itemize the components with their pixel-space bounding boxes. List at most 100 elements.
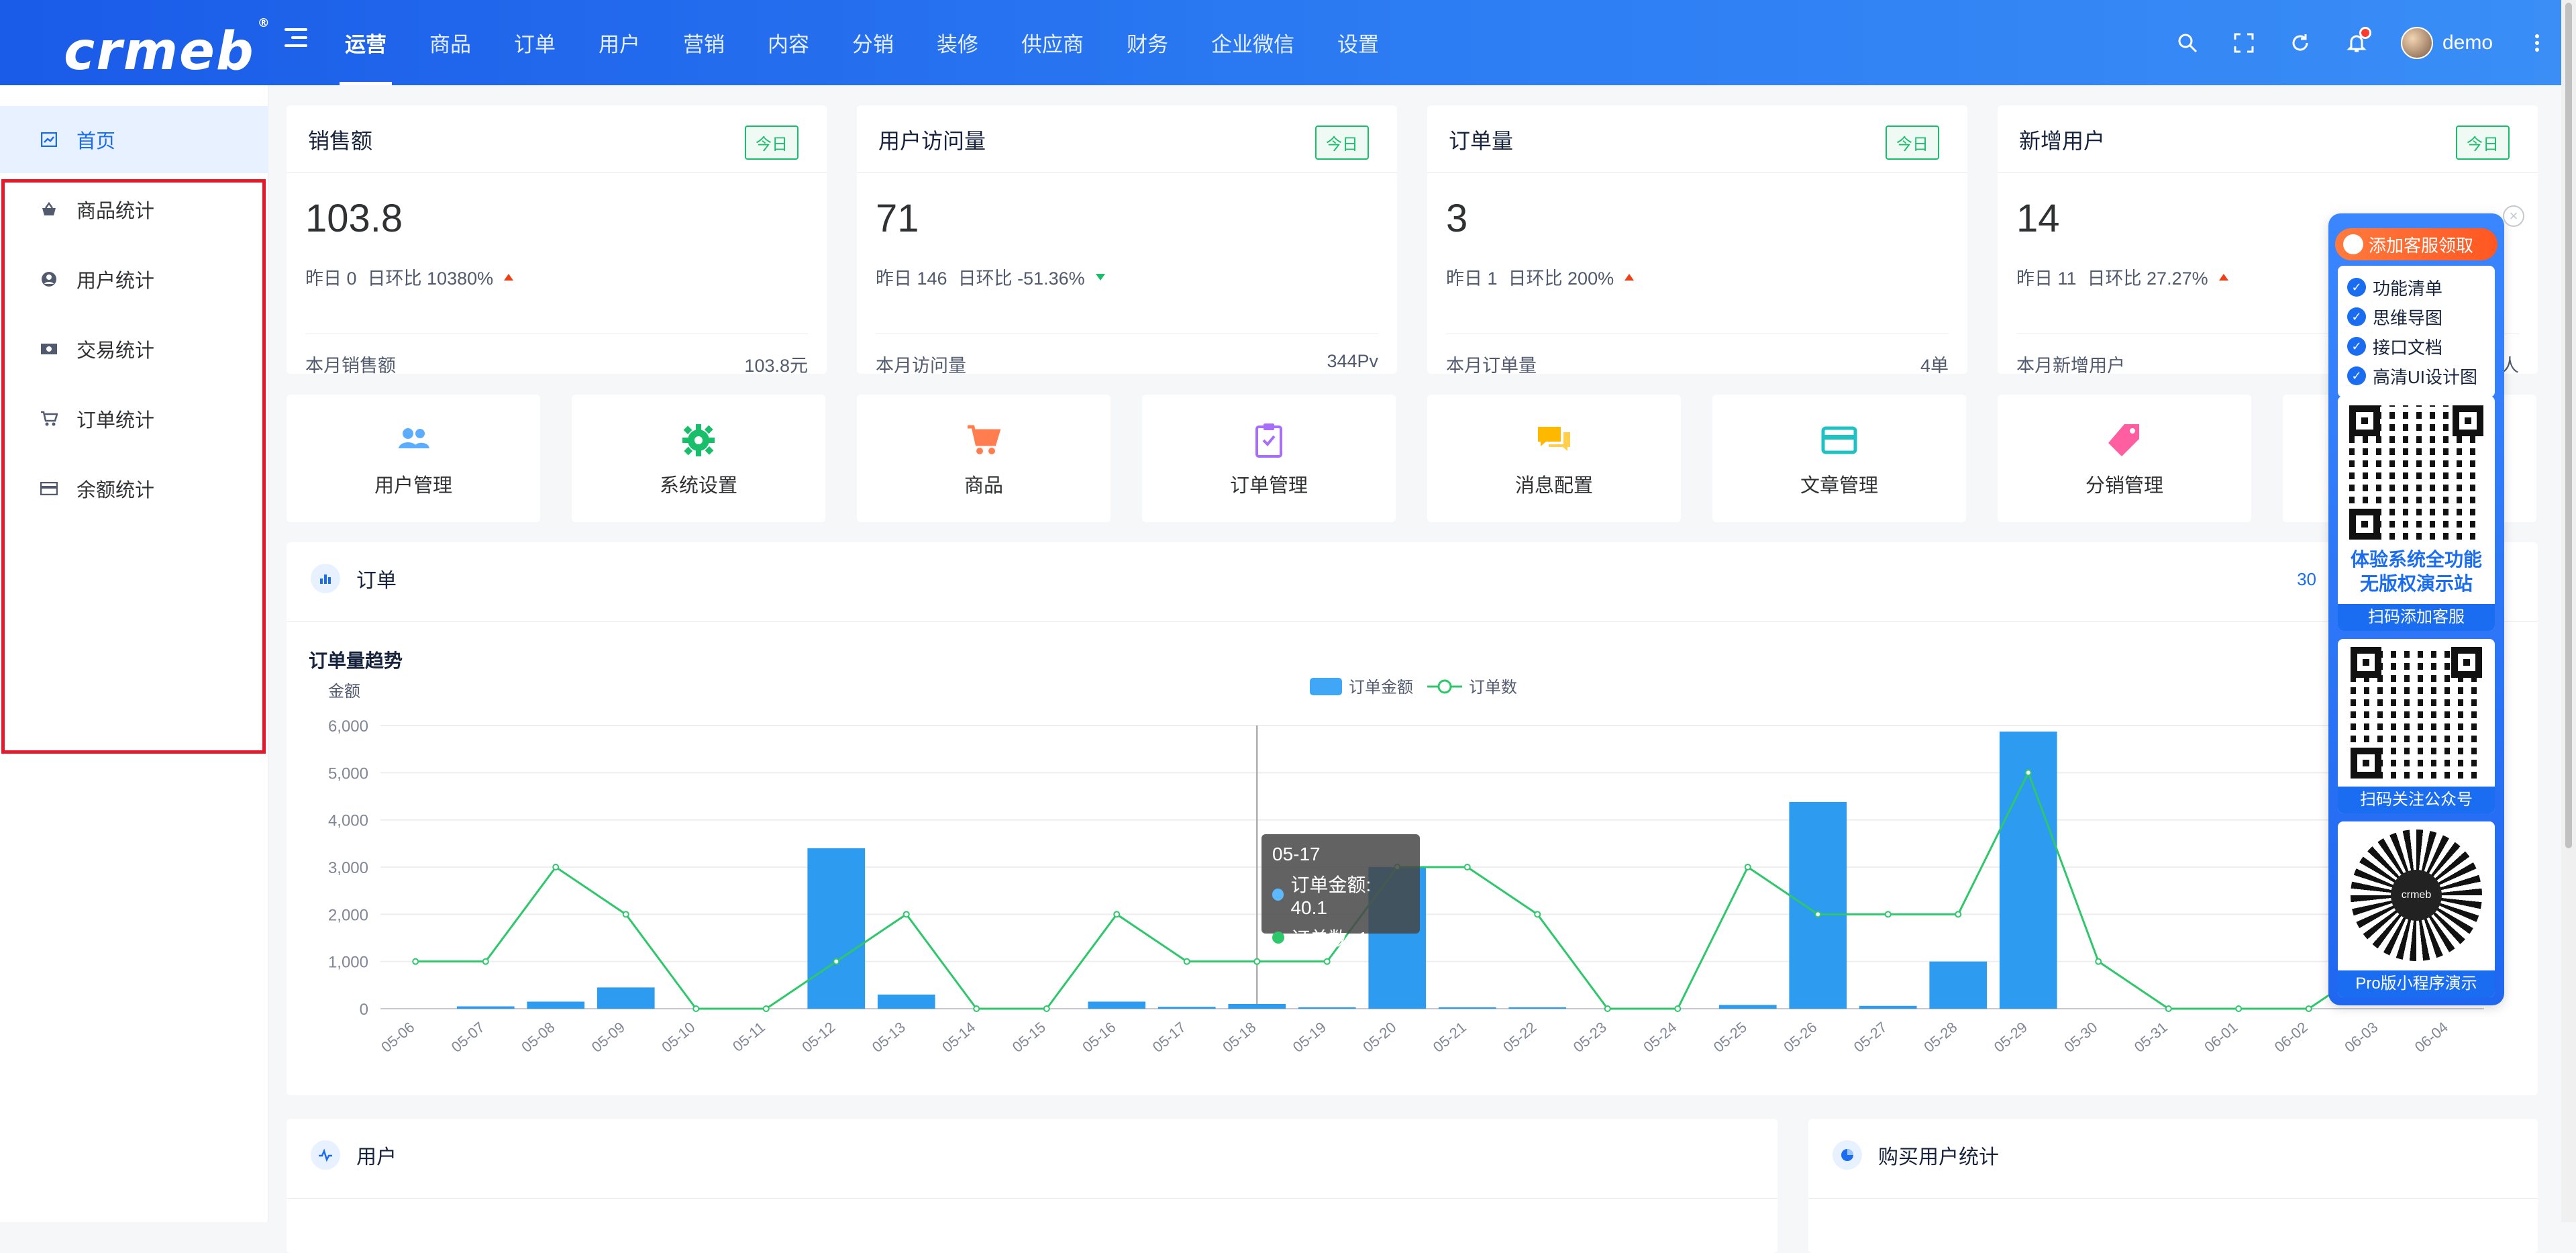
fullscreen-icon[interactable] xyxy=(2232,31,2256,55)
ad-banner-text: 添加客服领取 xyxy=(2369,235,2474,256)
y-tick-label: 0 xyxy=(360,1001,368,1019)
point-05-19 xyxy=(1323,958,1331,965)
stat-yesterday: 昨日 0 xyxy=(305,268,357,289)
ad-feature-item: ✓ 接口文档 xyxy=(2347,332,2488,361)
username[interactable]: demo xyxy=(2442,31,2493,54)
buyer-panel-title: 购买用户统计 xyxy=(1878,1146,1999,1168)
nav-item-distribution[interactable]: 分销 xyxy=(852,33,894,56)
stat-comparison: 昨日 146 日环比 -51.36% xyxy=(876,264,1105,290)
nav-item-marketing[interactable]: 营销 xyxy=(683,33,725,56)
sidebar-item-label: 商品统计 xyxy=(76,201,155,222)
sidebar-item-trade-stats[interactable]: 交易统计 xyxy=(0,315,268,383)
bar-05-28 xyxy=(1929,961,1988,1009)
menu-collapse-icon[interactable] xyxy=(285,28,307,51)
search-icon[interactable] xyxy=(2175,31,2200,55)
x-tick-label: 05-13 xyxy=(869,1019,909,1056)
x-tick-label: 05-26 xyxy=(1780,1019,1820,1056)
sidebar-item-order-stats[interactable]: 订单统计 xyxy=(0,385,268,452)
stat-card-orders: 订单量 今日 3 昨日 1 日环比 200% 本月订单量 4单 xyxy=(1427,105,1967,376)
nav-item-decoration[interactable]: 装修 xyxy=(937,33,978,56)
count-legend-dot xyxy=(1272,932,1284,944)
range-selector[interactable]: 30 xyxy=(2297,569,2316,589)
point-05-31 xyxy=(2165,1005,2172,1012)
stat-foot-label: 本月销售额 xyxy=(305,356,396,376)
point-06-02 xyxy=(2305,1005,2312,1012)
legend-bar-swatch xyxy=(1310,678,1342,695)
x-tick-label: 05-17 xyxy=(1149,1019,1189,1056)
legend-line-marker xyxy=(1437,679,1452,694)
x-tick-label: 05-31 xyxy=(2131,1019,2171,1056)
quick-link-system-settings[interactable]: 系统设置 xyxy=(572,395,825,522)
legend-count: 订单数 xyxy=(1469,679,1517,697)
more-icon[interactable] xyxy=(2525,31,2549,55)
x-tick-label: 05-06 xyxy=(378,1019,417,1056)
crmeb-logo[interactable]: crmeb ® xyxy=(64,16,270,82)
stat-foot-value: 4单 xyxy=(1920,356,1949,376)
nav-item-orders[interactable]: 订单 xyxy=(514,33,556,56)
close-icon[interactable]: × xyxy=(2503,205,2524,227)
users-icon xyxy=(399,428,429,448)
y-tick-label: 6,000 xyxy=(328,717,368,736)
cart-icon xyxy=(40,410,58,428)
ad-feature-item: ✓ 思维导图 xyxy=(2347,302,2488,332)
stat-value: 3 xyxy=(1446,197,1468,240)
quick-link-user-management[interactable]: 用户管理 xyxy=(287,395,540,522)
point-05-17 xyxy=(1183,958,1190,965)
quick-link-label: 分销管理 xyxy=(2085,475,2163,497)
pulse-icon xyxy=(311,1140,340,1170)
mini-program-qr-block[interactable]: crmeb Pro版小程序演示 xyxy=(2338,821,2495,997)
add-service-banner[interactable]: 添加客服领取 xyxy=(2335,228,2497,260)
ad-headline-1: 体验系统全功能 xyxy=(2350,549,2482,570)
quick-link-article-management[interactable]: 文章管理 xyxy=(1712,395,1966,522)
official-account-qr-block[interactable]: 扫码关注公众号 xyxy=(2338,639,2495,813)
quick-link-products[interactable]: 商品 xyxy=(857,395,1111,522)
nav-item-users[interactable]: 用户 xyxy=(599,33,640,56)
legend-amount: 订单金额 xyxy=(1349,679,1413,697)
sidebar-item-user-stats[interactable]: 用户统计 xyxy=(0,246,268,313)
refresh-icon[interactable] xyxy=(2288,31,2312,55)
stat-foot-value: 344Pv xyxy=(1327,351,1378,371)
nav-item-operations[interactable]: 运营 xyxy=(323,0,408,85)
nav-item-content[interactable]: 内容 xyxy=(768,33,809,56)
nav-item-supplier[interactable]: 供应商 xyxy=(1021,33,1084,56)
scrollbar-thumb[interactable] xyxy=(2565,3,2572,848)
bar-05-07 xyxy=(456,1006,515,1009)
nav-item-products[interactable]: 商品 xyxy=(429,33,471,56)
stat-comparison: 昨日 11 日环比 27.27% xyxy=(2016,264,2228,290)
quick-link-message-config[interactable]: 消息配置 xyxy=(1427,395,1681,522)
top-nav: 运营 商品 订单 用户 营销 内容 分销 装修 供应商 财务 企业微信 设置 xyxy=(323,0,1400,85)
x-tick-label: 05-23 xyxy=(1570,1019,1610,1056)
buyer-stats-panel: 购买用户统计 xyxy=(1808,1119,2538,1253)
nav-item-settings[interactable]: 设置 xyxy=(1337,33,1379,56)
sidebar-item-home[interactable]: 首页 xyxy=(0,106,268,173)
bell-icon[interactable] xyxy=(2345,26,2371,55)
bar-05-26 xyxy=(1789,801,1847,1009)
basket-icon xyxy=(40,201,58,218)
page-scrollbar[interactable] xyxy=(2561,0,2576,1222)
card-icon xyxy=(40,480,58,497)
avatar[interactable] xyxy=(2400,26,2433,59)
bar-05-17 xyxy=(1157,1007,1216,1009)
nav-item-finance[interactable]: 财务 xyxy=(1127,33,1168,56)
gear-icon xyxy=(682,424,715,456)
quick-link-distribution-management[interactable]: 分销管理 xyxy=(1998,395,2251,522)
stat-foot-value: 103.8元 xyxy=(744,356,808,376)
sidebar-item-label: 交易统计 xyxy=(76,340,155,362)
stat-ratio: 日环比 200% xyxy=(1508,268,1614,289)
sidebar: 首页 商品统计 用户统计 交易统计 订单统计 余额统计 xyxy=(0,85,268,1222)
user-panel-title: 用户 xyxy=(356,1146,397,1168)
bar-chart-icon xyxy=(311,564,340,593)
quick-link-order-management[interactable]: 订单管理 xyxy=(1142,395,1396,522)
point-05-18 xyxy=(1253,958,1261,965)
y-tick-label: 4,000 xyxy=(328,812,368,830)
sidebar-item-label: 首页 xyxy=(76,131,116,152)
point-05-15 xyxy=(1043,1005,1050,1012)
stat-card-visits: 用户访问量 今日 71 昨日 146 日环比 -51.36% 本月访问量 344… xyxy=(857,105,1397,376)
sidebar-item-product-stats[interactable]: 商品统计 xyxy=(0,176,268,243)
service-qr-block[interactable]: 体验系统全功能 无版权演示站 扫码添加客服 xyxy=(2338,396,2495,631)
point-05-24 xyxy=(1674,1005,1682,1012)
amount-legend-dot xyxy=(1272,889,1284,901)
nav-item-wecom[interactable]: 企业微信 xyxy=(1211,33,1294,56)
sidebar-item-balance-stats[interactable]: 余额统计 xyxy=(0,455,268,522)
x-tick-label: 05-27 xyxy=(1851,1019,1890,1056)
